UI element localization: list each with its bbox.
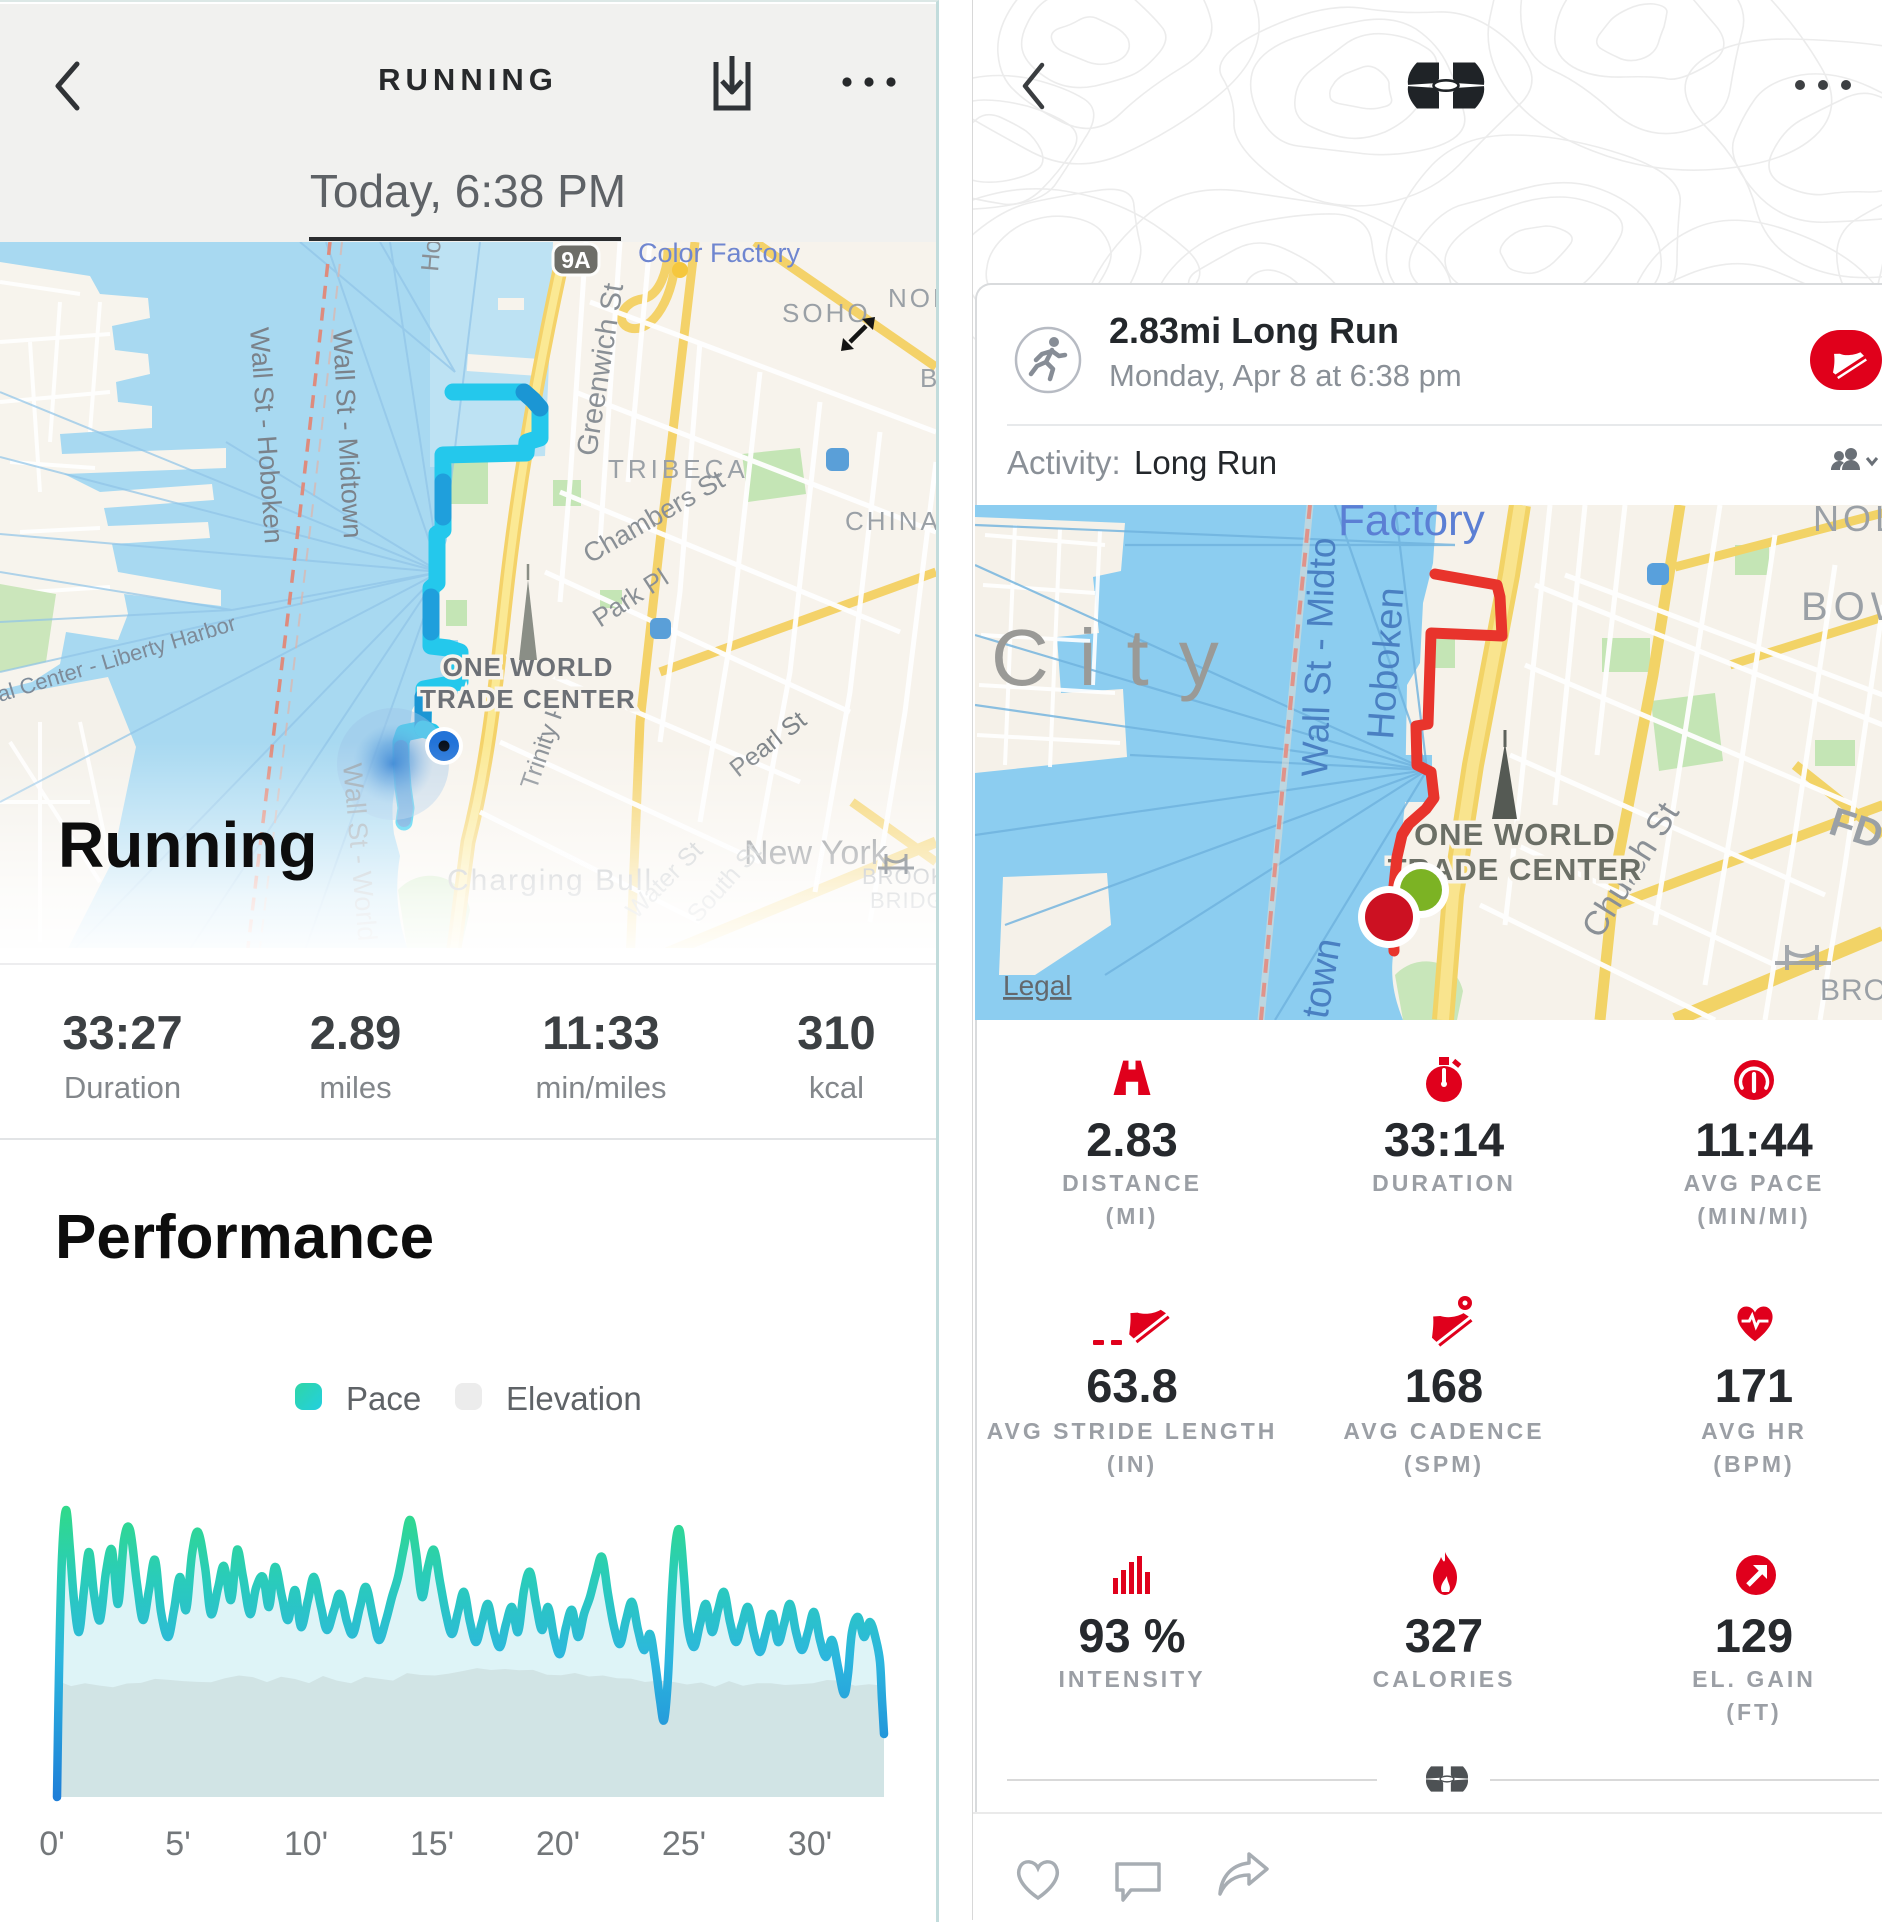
svg-text:0': 0' bbox=[39, 1825, 64, 1863]
svg-text:9A: 9A bbox=[561, 247, 590, 273]
svg-text:Color Factory: Color Factory bbox=[638, 242, 801, 268]
svg-text:NOLI: NOLI bbox=[1813, 505, 1882, 539]
svg-text:NOL: NOL bbox=[888, 283, 936, 313]
svg-text:TRIBECA: TRIBECA bbox=[608, 454, 749, 484]
svg-text:30': 30' bbox=[788, 1825, 832, 1863]
svg-text:5': 5' bbox=[165, 1825, 190, 1863]
svg-text:15': 15' bbox=[410, 1825, 454, 1863]
svg-text:20': 20' bbox=[536, 1825, 580, 1863]
svg-text:BROOKL: BROOKL bbox=[1820, 974, 1882, 1007]
svg-text:ONE WORLD: ONE WORLD bbox=[1414, 817, 1616, 852]
svg-text:10': 10' bbox=[284, 1825, 328, 1863]
svg-text:BOW: BOW bbox=[1801, 585, 1882, 629]
svg-text:Ho: Ho bbox=[416, 242, 447, 273]
svg-text:B: B bbox=[920, 363, 936, 393]
svg-text:TRADE CENTER: TRADE CENTER bbox=[420, 684, 636, 714]
svg-text:CHINA: CHINA bbox=[845, 506, 936, 536]
svg-text:Wall St - Midto: Wall St - Midto bbox=[1294, 537, 1343, 777]
svg-text:Legal: Legal bbox=[1003, 970, 1072, 1001]
svg-text:SOHO: SOHO bbox=[782, 298, 871, 328]
svg-text:Factory: Factory bbox=[1338, 505, 1485, 545]
svg-text:City: City bbox=[991, 613, 1249, 702]
svg-text:25': 25' bbox=[662, 1825, 706, 1863]
